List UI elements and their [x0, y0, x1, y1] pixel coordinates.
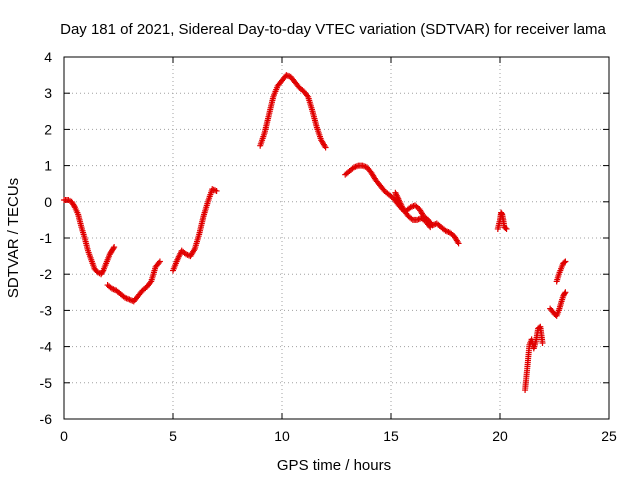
- y-tick-label: -4: [40, 339, 53, 355]
- data-point: [426, 222, 433, 229]
- y-tick-label: 2: [44, 121, 52, 137]
- x-tick-label: 15: [383, 428, 399, 444]
- x-tick-label: 5: [169, 428, 177, 444]
- y-tick-label: -2: [40, 266, 53, 282]
- data-points: [61, 72, 569, 394]
- y-tick-label: -1: [40, 230, 53, 246]
- y-tick-label: -3: [40, 302, 53, 318]
- y-tick-label: 1: [44, 158, 52, 174]
- data-point: [111, 244, 118, 251]
- x-tick-label: 20: [492, 428, 508, 444]
- data-point: [502, 225, 509, 232]
- data-point: [71, 202, 78, 209]
- data-point: [156, 258, 163, 265]
- y-tick-label: 4: [44, 49, 52, 65]
- y-tick-label: 0: [44, 194, 52, 210]
- data-point: [539, 339, 546, 346]
- grid: [64, 57, 609, 419]
- y-tick-label: -6: [40, 411, 53, 427]
- y-axis-label: SDTVAR / TECUs: [5, 178, 22, 298]
- data-point: [110, 245, 117, 252]
- axis-ticks: 0 5 10 15 20 25 -6 -5 -4 -3 -2 -1 0 1 2 3 4: [40, 49, 617, 444]
- data-point: [213, 187, 220, 194]
- y-tick-label: -5: [40, 375, 53, 391]
- data-point: [562, 289, 569, 296]
- data-point: [99, 268, 106, 275]
- data-point: [147, 279, 154, 286]
- data-point: [304, 92, 311, 99]
- data-point: [562, 258, 569, 265]
- x-tick-label: 10: [274, 428, 290, 444]
- data-point: [561, 259, 568, 266]
- data-point: [455, 240, 462, 247]
- data-point: [155, 259, 162, 266]
- data-point: [503, 225, 510, 232]
- y-tick-label: 3: [44, 85, 52, 101]
- data-point: [322, 144, 329, 151]
- x-tick-label: 0: [60, 428, 68, 444]
- data-point: [561, 290, 568, 297]
- data-point: [427, 224, 434, 231]
- x-axis-label: GPS time / hours: [277, 457, 391, 474]
- chart-title: Day 181 of 2021, Sidereal Day-to-day VTE…: [60, 21, 606, 38]
- x-tick-label: 25: [601, 428, 617, 444]
